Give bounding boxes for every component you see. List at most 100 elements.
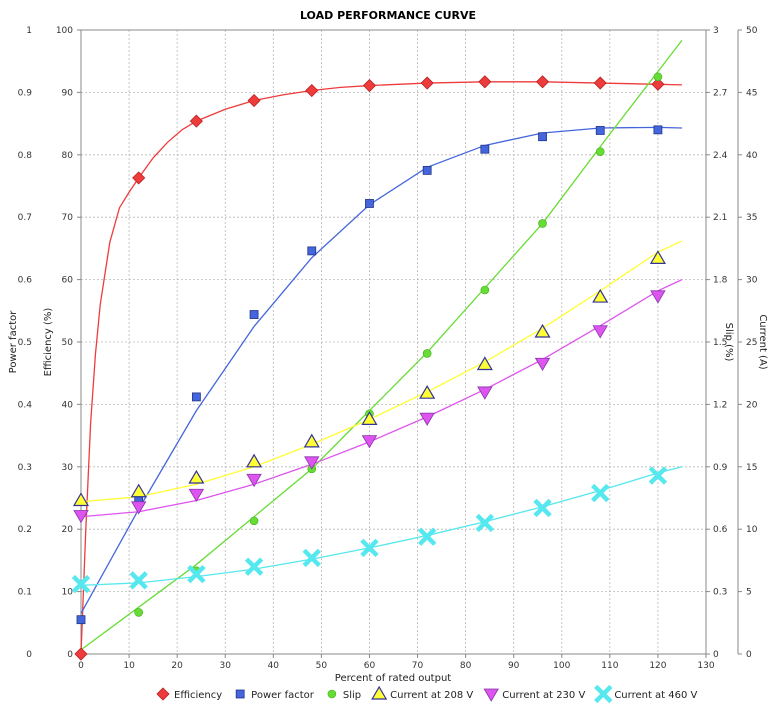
slip-tick-label: 0 [713, 650, 719, 660]
current-at-230-v-point [73, 510, 89, 524]
current-at-460-v-point [244, 557, 264, 576]
x-tick-label: 0 [78, 661, 84, 671]
legend-item-power-factor: Power factor [235, 689, 315, 701]
legend-swatch-current-at-460-v [594, 684, 613, 704]
efficiency-point [535, 75, 550, 89]
current-at-230-v-point [304, 456, 320, 470]
current-at-460-v-point [129, 571, 148, 590]
slip-tick-label: 2.1 [713, 213, 727, 223]
slip-point [595, 147, 605, 156]
power_factor-tick-label: 0.9 [18, 88, 33, 98]
x-tick-label: 70 [412, 661, 424, 671]
power_factor-tick-label: 0.1 [18, 588, 32, 598]
legend-item-current-at-230-v: Current at 230 V [483, 688, 585, 702]
x-tick-label: 100 [553, 661, 570, 671]
current-axis-label: Current (A) [757, 314, 768, 369]
x-tick-label: 40 [268, 661, 280, 671]
efficiency-axis-label: Efficiency (%) [43, 308, 54, 377]
markers-layer [71, 72, 668, 661]
x-tick-label: 80 [460, 661, 472, 671]
current-tick-label: 35 [746, 213, 757, 223]
power_factor-tick-label: 0.5 [18, 338, 32, 348]
efficiency-tick-label: 60 [62, 276, 74, 286]
power_factor-tick-label: 0.3 [18, 463, 32, 473]
current-at-460-v-point [533, 498, 552, 518]
slip-point [480, 285, 490, 295]
slip-point [249, 516, 259, 526]
current-at-208-v-point [303, 433, 320, 448]
x-tick-label: 10 [123, 661, 135, 671]
current-at-460-v-point [475, 513, 495, 533]
current-at-208-v-point [476, 356, 493, 371]
legend-label-current-at-230-v: Current at 230 V [502, 690, 585, 701]
x-tick-label: 20 [171, 661, 183, 671]
current-at-208-v-point [361, 411, 378, 425]
efficiency-point [478, 75, 492, 89]
efficiency-tick-label: 50 [62, 338, 74, 348]
legend-label-slip: Slip [343, 690, 361, 701]
efficiency-tick-label: 20 [62, 525, 74, 535]
efficiency-point [74, 647, 88, 661]
efficiency-point [305, 83, 319, 98]
efficiency-point [651, 77, 665, 91]
legend-swatch-power-factor [235, 689, 245, 699]
current-at-460-v-point [417, 527, 437, 546]
current-at-460-v-point [71, 574, 91, 594]
current-at-230-v-point [246, 473, 262, 488]
efficiency-point [132, 171, 146, 185]
legend-swatch-slip [327, 689, 337, 699]
legend-item-efficiency: Efficiency [156, 687, 222, 701]
x-tick-label: 30 [220, 661, 232, 671]
current-tick-label: 40 [746, 151, 758, 161]
slip-tick-label: 0.9 [713, 463, 728, 473]
slip-point [422, 349, 432, 358]
power-factor-point [480, 144, 490, 154]
current-at-208-v-point [246, 453, 263, 468]
current-at-208-v-point [419, 384, 436, 399]
x-tick-label: 50 [316, 661, 328, 671]
chart-title: LOAD PERFORMANCE CURVE [300, 9, 476, 22]
current-at-208-v-point [649, 250, 666, 264]
current-at-230-v-point [592, 325, 608, 339]
legend-swatch-efficiency [156, 687, 170, 701]
power-factor-point [653, 125, 663, 135]
current-at-230-v-point [130, 501, 147, 515]
x-tick-label: 120 [649, 661, 666, 671]
slip-point [538, 219, 547, 228]
slip-tick-label: 0.3 [713, 588, 727, 598]
current-at-230-v-point [188, 488, 205, 503]
power-factor-point [307, 246, 317, 256]
slip-tick-label: 0.6 [713, 525, 728, 535]
current-at-460-v-point [187, 564, 206, 584]
slip-axis-label: Slip (%) [723, 323, 734, 362]
efficiency-point [189, 114, 203, 128]
efficiency-tick-label: 70 [62, 213, 74, 223]
current-at-208-v-point [534, 323, 551, 338]
power_factor-tick-label: 0.6 [18, 276, 33, 286]
power_factor-tick-label: 0.2 [18, 525, 32, 535]
x-tick-label: 130 [697, 661, 714, 671]
current-at-208-v-point [592, 288, 609, 303]
efficiency-point [593, 76, 607, 90]
current-at-460-v-point [360, 538, 379, 558]
power-factor-point [595, 126, 605, 135]
current-at-208-v-curve [80, 240, 683, 503]
efficiency-point [247, 93, 261, 108]
efficiency-tick-label: 100 [56, 26, 73, 36]
power-factor-point [76, 615, 86, 625]
current-tick-label: 45 [746, 88, 757, 98]
efficiency-tick-label: 30 [62, 463, 74, 473]
slip-point [653, 72, 663, 82]
power_factor-tick-label: 0.4 [18, 400, 33, 410]
current-at-460-v-point [302, 548, 321, 568]
x-tick-label: 110 [601, 661, 618, 671]
efficiency-tick-label: 10 [62, 588, 74, 598]
legend-label-efficiency: Efficiency [174, 690, 222, 701]
slip-tick-label: 1.5 [713, 338, 727, 348]
power-factor-point [538, 132, 547, 142]
current-at-230-v-point [361, 435, 378, 449]
efficiency-tick-label: 90 [62, 88, 74, 98]
slip-tick-label: 1.2 [713, 400, 727, 410]
current-at-230-v-point [477, 386, 493, 400]
